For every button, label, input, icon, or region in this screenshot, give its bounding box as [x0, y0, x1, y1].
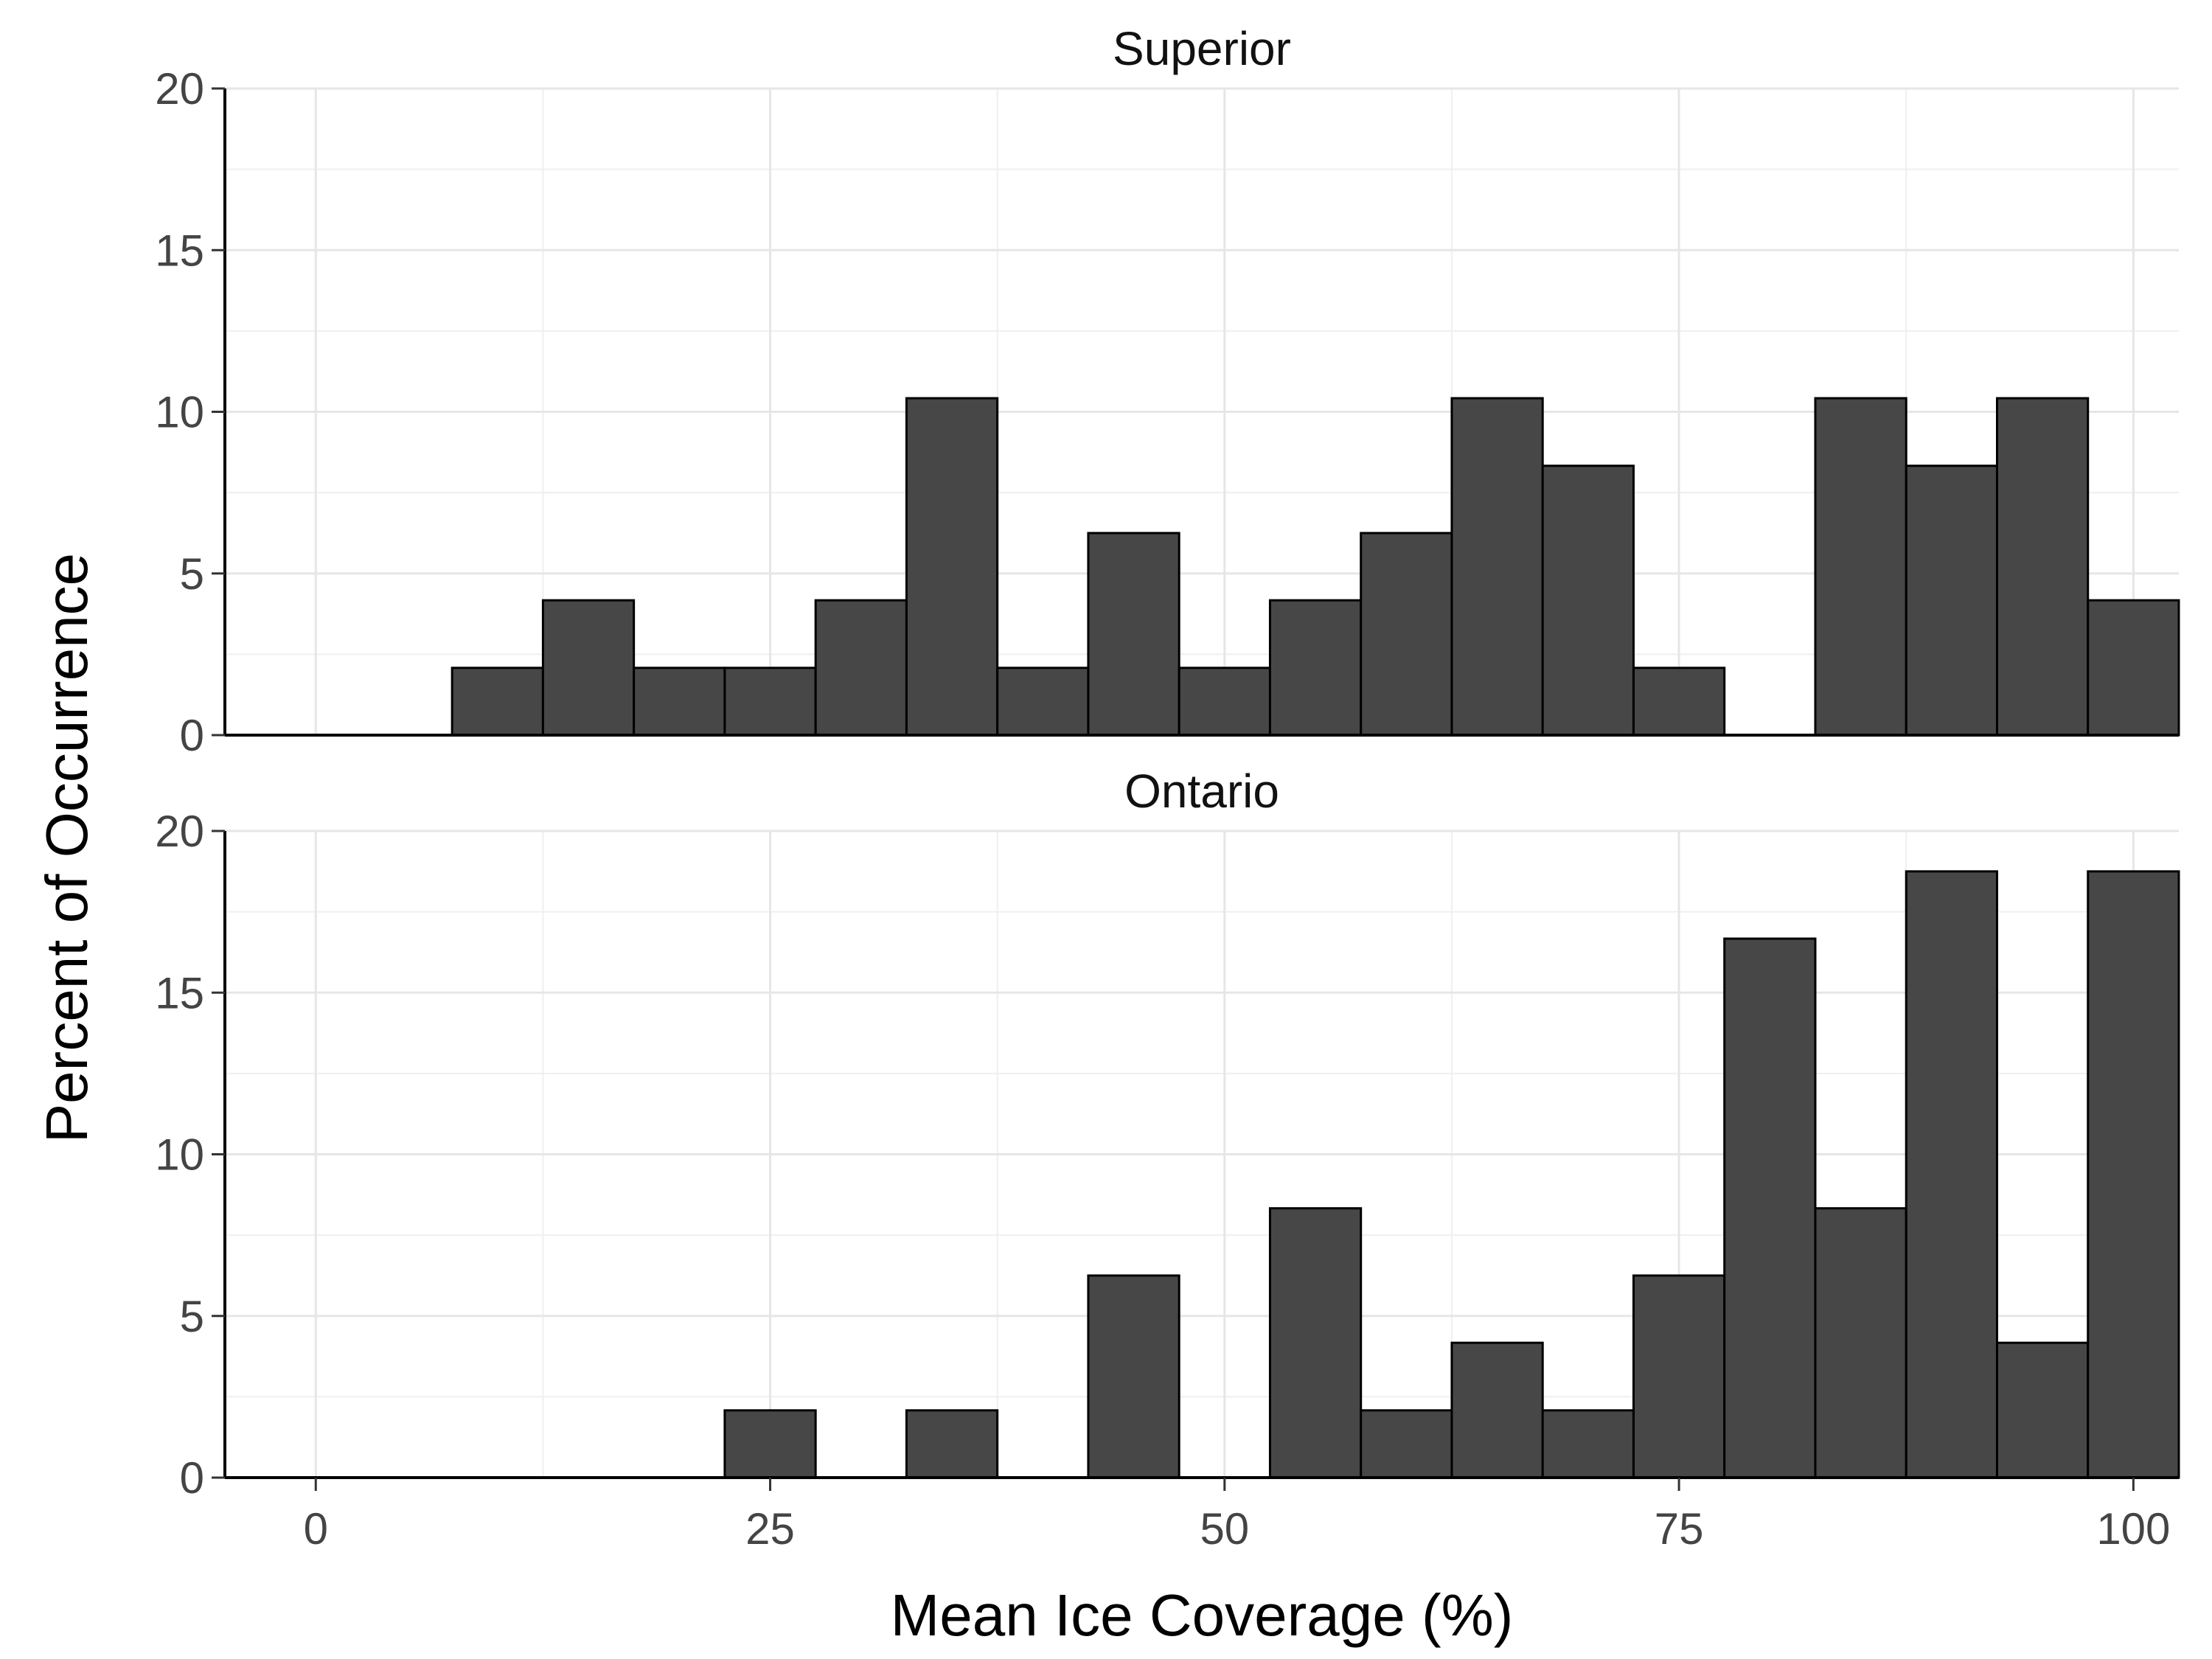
- bar-ontario-90: [1905, 870, 1998, 1479]
- y-tick-label: 15: [155, 226, 204, 275]
- y-tick-label: 10: [155, 1130, 204, 1180]
- x-tick-label: 0: [304, 1504, 328, 1554]
- bar-ontario-65: [1450, 1341, 1544, 1479]
- x-tick-label: 25: [745, 1504, 795, 1554]
- facet-panel-superior: Superior 0 5 10 15 20: [155, 22, 2180, 760]
- bar-superior-95: [1995, 397, 2090, 737]
- x-tick-label: 100: [2096, 1504, 2170, 1554]
- bar-ontario-95: [1995, 1341, 2090, 1479]
- bar-ontario-70: [1541, 1409, 1635, 1479]
- bar-ontario-100: [2087, 870, 2180, 1479]
- y-tick-label: 15: [155, 968, 204, 1018]
- bar-superior-35: [905, 397, 999, 737]
- x-tick-label: 50: [1200, 1504, 1249, 1554]
- bar-ontario-80: [1723, 937, 1817, 1479]
- bar-superior-85: [1814, 397, 1907, 737]
- bar-superior-30: [814, 599, 908, 737]
- bar-ontario-25: [723, 1409, 817, 1479]
- bar-superior-70: [1541, 465, 1635, 737]
- bar-superior-15: [541, 599, 636, 737]
- bar-superior-45: [1087, 532, 1180, 737]
- bar-superior-50: [1178, 667, 1271, 737]
- bar-superior-90: [1905, 465, 1998, 737]
- x-tick-label: 75: [1655, 1504, 1704, 1554]
- y-axis-title: Percent of Occurrence: [34, 553, 100, 1143]
- bar-superior-65: [1450, 397, 1544, 737]
- y-tick-label: 5: [180, 549, 204, 599]
- x-axis-ticks: 0 25 50 75 100: [304, 1478, 2170, 1554]
- bar-superior-25: [723, 667, 817, 737]
- bar-ontario-60: [1360, 1409, 1453, 1479]
- bar-ontario-75: [1632, 1274, 1726, 1479]
- bar-superior-55: [1268, 599, 1363, 737]
- facet-title-superior: Superior: [1113, 22, 1291, 75]
- bar-superior-100: [2087, 599, 2180, 737]
- x-axis-title: Mean Ice Coverage (%): [891, 1582, 1514, 1648]
- bar-superior-20: [633, 667, 726, 737]
- facet-panel-ontario: Ontario 0 5 10 15 20: [155, 765, 2180, 1503]
- y-tick-label: 0: [180, 711, 204, 760]
- bar-superior-60: [1360, 532, 1453, 737]
- bar-superior-40: [996, 667, 1090, 737]
- bar-superior-10: [451, 667, 544, 737]
- bar-ontario-35: [905, 1409, 999, 1479]
- bar-superior-75: [1632, 667, 1726, 737]
- facet-title-ontario: Ontario: [1124, 765, 1279, 818]
- y-tick-label: 20: [155, 64, 204, 114]
- y-tick-label: 10: [155, 388, 204, 437]
- bar-ontario-45: [1087, 1274, 1180, 1479]
- bar-ontario-55: [1268, 1207, 1363, 1479]
- y-tick-label: 20: [155, 807, 204, 856]
- y-tick-label: 0: [180, 1453, 204, 1503]
- bar-ontario-85: [1814, 1207, 1907, 1479]
- y-tick-label: 5: [180, 1292, 204, 1341]
